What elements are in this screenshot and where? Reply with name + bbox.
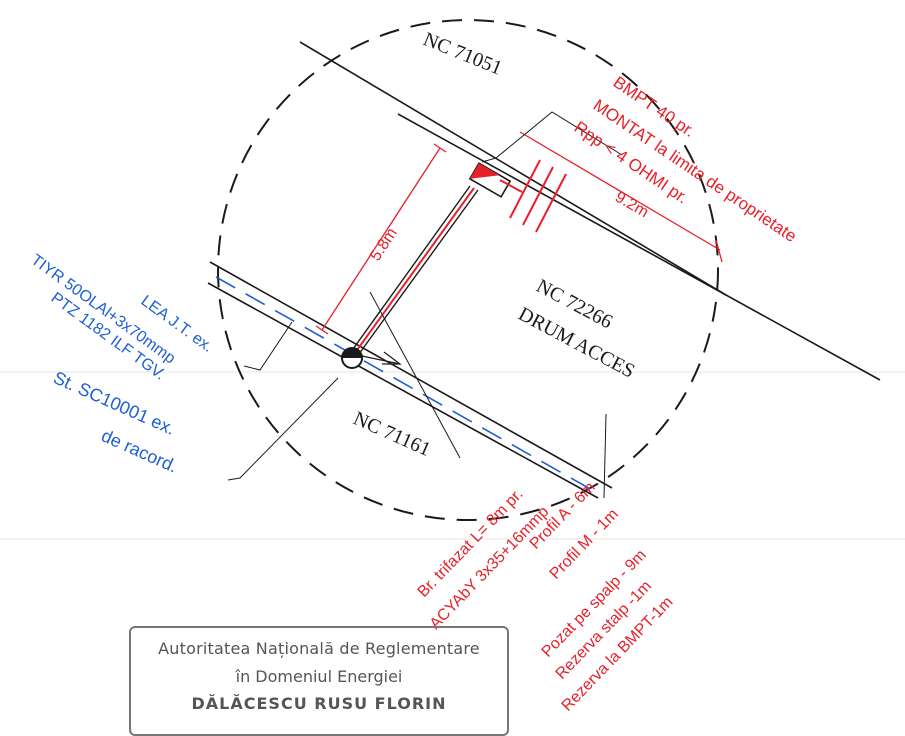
- cable-line: [355, 189, 479, 359]
- boundary-line-road-north: [397, 113, 881, 381]
- bmpt-annotation-line2: MONTAT la limita de proprietate: [590, 96, 800, 246]
- boundary-line-north: [299, 41, 727, 296]
- pole-icon-fill: [342, 348, 362, 358]
- pole-stay: [361, 355, 401, 365]
- cable-callout-leader-2: [603, 413, 607, 499]
- boundary-line-road-south-2: [207, 282, 599, 499]
- cable-line-red: [351, 187, 475, 358]
- grounding-icon: [499, 159, 567, 233]
- parcel-label-south: NC 71161: [350, 407, 434, 460]
- pole-stay-arrow: [382, 351, 402, 365]
- stamp-authority-name: Autoritatea Națională de Reglementare: [158, 639, 480, 658]
- site-plan-diagram: 5.8m 9.2m NC 71051 NC 72266 DRUM ACCES N…: [0, 19, 905, 715]
- cable-line: [347, 185, 471, 357]
- boundary-line-road-south-1: [209, 261, 613, 489]
- dimension-label-5-8: 5.8m: [367, 225, 401, 264]
- pole-callout-leader: [227, 377, 339, 481]
- lea-overhead-line: [215, 276, 593, 491]
- stamp-domain: în Domeniul Energiei: [235, 667, 403, 686]
- stamp-signatory: DĂLĂCESCU RUSU FLORIN: [191, 694, 447, 713]
- authority-stamp: Autoritatea Națională de Reglementare în…: [129, 626, 509, 736]
- bmpt-callout-leader: [495, 111, 623, 159]
- dimension-9-2: [519, 131, 723, 263]
- dimension-5-8: [315, 143, 447, 335]
- parcel-label-north: NC 71051: [420, 28, 505, 79]
- bmpt-box-icon: [468, 162, 512, 198]
- detail-circle: [217, 19, 719, 521]
- lea-callout-leader: [243, 321, 293, 371]
- bmpt-callout-arrow: [481, 157, 497, 163]
- dimension-label-9-2: 9.2m: [612, 189, 651, 222]
- cable-callout-leader: [369, 291, 461, 459]
